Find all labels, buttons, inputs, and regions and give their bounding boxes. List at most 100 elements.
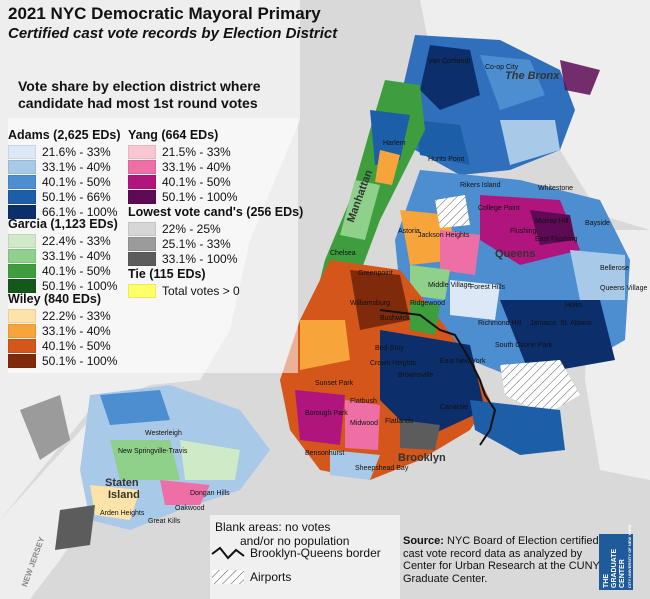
legend-label: 50.1% - 100%	[42, 353, 118, 368]
nbhd-label: Arden Heights	[100, 510, 145, 517]
nbhd-label: Hunts Point	[428, 156, 465, 163]
nbhd-label: St. Albans	[560, 320, 592, 327]
nbhd-label: Queens Village	[600, 285, 648, 292]
swatch	[8, 233, 36, 248]
legend-label: 33.1% - 40%	[42, 323, 111, 338]
legend-label: 22% - 25%	[162, 221, 221, 236]
nbhd-label: Rikers Island	[460, 182, 501, 189]
nbhd-label: Flatbush	[350, 398, 377, 405]
legend-item: 33.1% - 40%	[8, 159, 121, 174]
label-island: Island	[108, 489, 140, 501]
legend-label: 33.1% - 100%	[162, 251, 238, 266]
swatch	[8, 159, 36, 174]
logo-line3: CENTER	[619, 559, 626, 588]
legend-label: 22.4% - 33%	[42, 233, 111, 248]
swatch	[128, 283, 156, 298]
nbhd-label: Bellerose	[600, 265, 630, 272]
legend-item: Total votes > 0	[128, 283, 240, 298]
swatch	[128, 251, 156, 266]
legend-tie: Tie (115 EDs) Total votes > 0	[128, 267, 240, 298]
nbhd-label: Oakwood	[175, 505, 205, 512]
nbhd-label: South Ozone Park	[495, 342, 553, 349]
legend-lowest-title: Lowest vote cand's (256 EDs)	[128, 205, 304, 219]
legend-item: 33.1% - 40%	[8, 323, 117, 338]
label-queens: Queens	[495, 248, 536, 260]
nbhd-label: Harlem	[383, 140, 406, 147]
legend-item: 33.1% - 40%	[128, 159, 237, 174]
legend-label: 40.1% - 50%	[162, 174, 231, 189]
legend-label: 33.1% - 40%	[42, 159, 111, 174]
legend-item: 22% - 25%	[128, 221, 303, 236]
swatch	[128, 221, 156, 236]
swatch	[128, 174, 156, 189]
source-text: NYC Board of Election certified cast vot…	[403, 535, 600, 585]
nbhd-label: Bayside	[585, 220, 610, 227]
nbhd-label: College Point	[478, 205, 520, 212]
nbhd-label: Flatlands	[385, 418, 414, 425]
legend-garcia: Garcia (1,123 EDs) 22.4% - 33% 33.1% - 4…	[8, 217, 118, 293]
logo-line4: CITY UNIVERSITY OF NEW YORK	[627, 524, 632, 588]
legend-adams: Adams (2,625 EDs) 21.6% - 33% 33.1% - 40…	[8, 128, 121, 219]
legend-item: 25.1% - 33%	[128, 236, 303, 251]
nbhd-label: Crown Heights	[370, 360, 416, 367]
legend-item: 50.1% - 100%	[8, 353, 117, 368]
legend-item: 40.1% - 50%	[8, 338, 117, 353]
legend-heading: Vote share by election district where ca…	[18, 78, 261, 111]
legend-yang-title: Yang (664 EDs)	[128, 128, 219, 142]
legend-label: 22.2% - 33%	[42, 308, 111, 323]
nbhd-label: Astoria	[398, 228, 420, 235]
legend-lowest: Lowest vote cand's (256 EDs) 22% - 25% 2…	[128, 205, 303, 266]
nbhd-label: Sunset Park	[315, 380, 354, 387]
legend-item: 21.6% - 33%	[8, 144, 121, 159]
legend-label: 40.1% - 50%	[42, 174, 111, 189]
legend-item: 21.5% - 33%	[128, 144, 237, 159]
nbhd-label: Dongan Hills	[190, 490, 230, 497]
swatch	[8, 278, 36, 293]
nbhd-label: Forest Hills	[470, 284, 506, 291]
nbhd-label: Jackson Heights	[418, 232, 470, 239]
nbhd-label: Bushwick	[380, 315, 410, 322]
legend-label: 50.1% - 100%	[42, 278, 118, 293]
nbhd-label: Brownsville	[398, 372, 434, 379]
legend-item: 22.2% - 33%	[8, 308, 117, 323]
blank-areas-note: Blank areas: no votes	[215, 520, 331, 534]
legend-label: 40.1% - 50%	[42, 263, 111, 278]
swatch	[128, 144, 156, 159]
legend-yang: Yang (664 EDs) 21.5% - 33% 33.1% - 40% 4…	[128, 128, 237, 204]
swatch	[8, 189, 36, 204]
nbhd-label: Murray Hill	[535, 218, 569, 225]
legend-label: 21.5% - 33%	[162, 144, 231, 159]
legend-label: 50.1% - 100%	[162, 189, 238, 204]
nbhd-label: Whitestone	[538, 185, 574, 192]
legend-item: 33.1% - 40%	[8, 248, 118, 263]
logo-line2: GRADUATE	[611, 548, 618, 588]
legend-item: 66.1% - 100%	[8, 204, 121, 219]
legend-label: 33.1% - 40%	[42, 248, 111, 263]
nbhd-label: Westerleigh	[145, 430, 182, 437]
nbhd-label: Sheepshead Bay	[355, 465, 409, 472]
swatch	[8, 204, 36, 219]
swatch	[128, 159, 156, 174]
label-brooklyn: Brooklyn	[398, 452, 446, 464]
nbhd-label: Jamaica	[530, 320, 557, 327]
legend-label: 25.1% - 33%	[162, 236, 231, 251]
swatch	[8, 308, 36, 323]
source-note: Source: NYC Board of Election certified …	[403, 535, 603, 585]
nbhd-label: Flushing	[510, 228, 537, 235]
nbhd-label: Van Cortlandt	[428, 58, 471, 65]
legend-label: 50.1% - 66%	[42, 189, 111, 204]
airports-legend-label: Airports	[250, 570, 292, 584]
nbhd-label: Middle Village	[428, 282, 472, 289]
nbhd-label: East Flushing	[535, 236, 578, 243]
legend-wiley: Wiley (840 EDs) 22.2% - 33% 33.1% - 40% …	[8, 292, 117, 368]
border-legend-label: Brooklyn-Queens border	[250, 546, 381, 560]
swatch	[8, 353, 36, 368]
legend-label: 21.6% - 33%	[42, 144, 111, 159]
nbhd-label: Co-op City	[485, 64, 519, 71]
nbhd-label: Midwood	[350, 420, 379, 427]
map-subtitle: Certified cast vote records by Election …	[8, 25, 338, 42]
legend-label: 66.1% - 100%	[42, 204, 118, 219]
nbhd-label: Hollis	[565, 302, 583, 309]
source-label: Source:	[403, 535, 444, 547]
legend-item: 40.1% - 50%	[8, 174, 121, 189]
